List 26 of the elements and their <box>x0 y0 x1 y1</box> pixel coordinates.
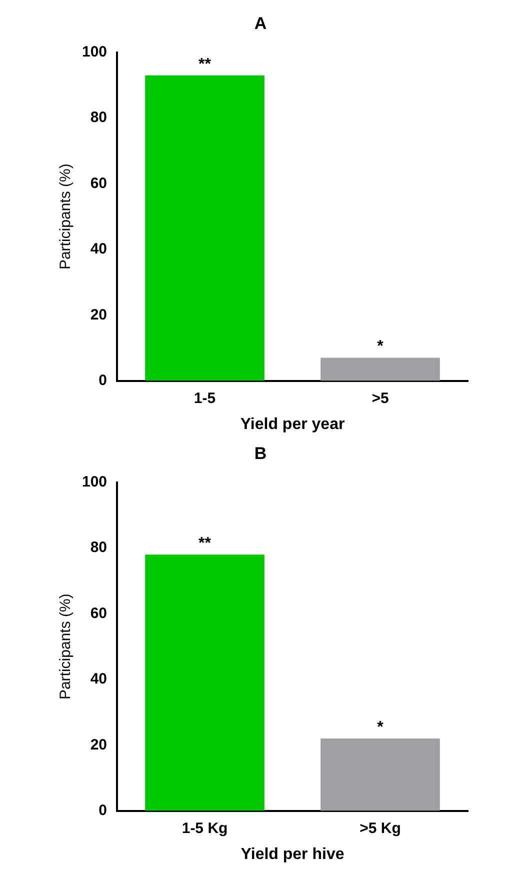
y-tick-label: 80 <box>90 539 108 556</box>
y-tick-label: 100 <box>82 44 108 61</box>
y-tick-label: 0 <box>98 802 108 819</box>
y-axis-title: Participants (%) <box>57 164 74 270</box>
y-tick-label: 20 <box>90 736 108 754</box>
y-axis-title: Participants (%) <box>57 594 74 700</box>
annotation: ** <box>198 535 212 552</box>
x-tick-label: 1-5 Kg <box>182 820 228 837</box>
y-tick-label: 40 <box>90 670 108 688</box>
y-tick-label: 100 <box>82 474 108 491</box>
y-tick-label: 40 <box>90 240 108 258</box>
y-tick-label: 60 <box>90 174 108 192</box>
chart-title: A <box>254 14 267 33</box>
x-tick-label: >5 Kg <box>360 820 401 837</box>
x-tick-label: >5 <box>372 390 389 407</box>
y-tick-label: 80 <box>90 109 108 126</box>
y-tick-label: 60 <box>90 604 108 622</box>
x-axis-title: Yield per hive <box>240 846 344 863</box>
annotation: * <box>377 338 384 356</box>
x-tick-label: 1-5 <box>194 390 216 407</box>
y-tick-label: 20 <box>90 306 108 324</box>
x-axis-title: Yield per year <box>240 416 345 433</box>
y-tick-label: 0 <box>98 372 108 389</box>
annotation: ** <box>198 56 212 73</box>
chart-title: B <box>254 444 267 463</box>
annotation: * <box>377 718 384 736</box>
